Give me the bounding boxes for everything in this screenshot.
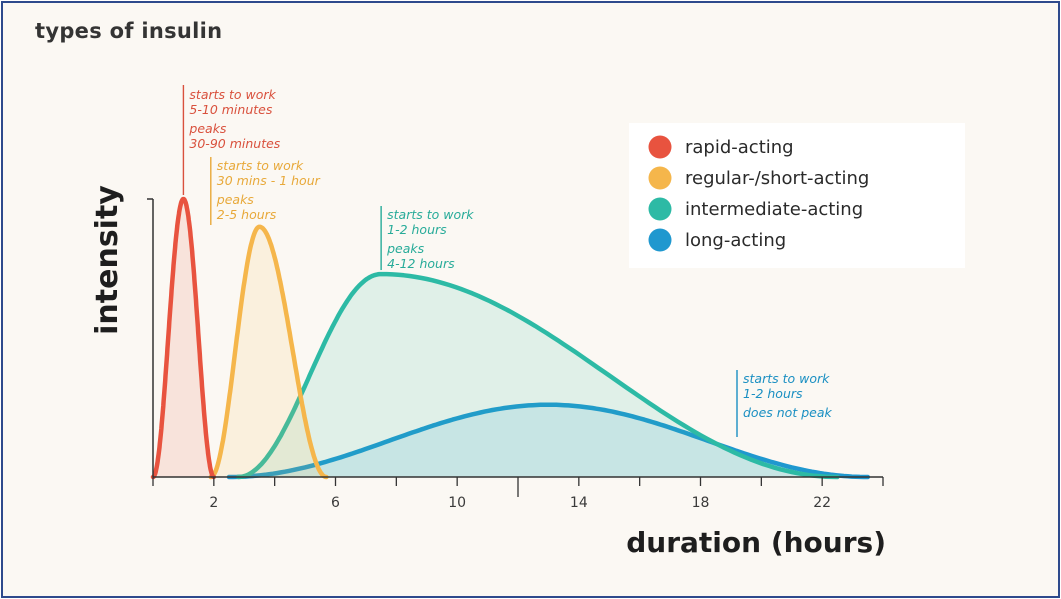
series-line-2 [235,271,840,480]
legend-label: long-acting [685,230,786,251]
legend-label: intermediate-acting [685,199,863,220]
series-area-0 [153,199,214,477]
legend-item: rapid-acting [648,135,794,159]
annotation-text: 1-2 hours [387,222,447,237]
annotation-text: 2-5 hours [217,207,277,222]
y-axis-label: intensity [90,185,125,335]
annotation-text: starts to work [743,371,830,386]
legend-swatch [648,197,672,221]
x-tick-label: 22 [813,495,831,511]
annotation-text: starts to work [189,87,276,102]
annotation-text: peaks [386,241,425,256]
series-line-3 [226,402,871,480]
annotation-text: 30-90 minutes [189,136,280,151]
annotation-text: 1-2 hours [743,386,803,401]
annotation-text: starts to work [217,158,304,173]
annotation-text: 30 mins - 1 hour [217,173,321,188]
x-tick-label: 6 [331,495,340,511]
legend-item: intermediate-acting [648,197,863,221]
series-area-2 [238,274,838,477]
legend-swatch [648,135,672,159]
annotation-text: peaks [188,121,227,136]
legend-item: long-acting [648,228,786,252]
series-area-3 [229,404,868,477]
annotation-text: peaks [216,192,255,207]
x-axis-label: duration (hours) [626,526,886,559]
series-line-1 [208,224,329,480]
annotation-text: starts to work [387,207,474,222]
x-tick-label: 10 [448,495,466,511]
x-tick-label: 2 [209,495,218,511]
legend-item: regular-/short-acting [648,166,869,190]
legend-box [629,123,965,268]
chart-title: types of insulin [35,19,223,43]
legend-label: regular-/short-acting [685,168,869,189]
annotation-text: 5-10 minutes [189,102,272,117]
annotation-text: does not peak [743,405,832,420]
x-tick-label: 14 [570,495,588,511]
legend-label: rapid-acting [685,137,794,158]
series-line-0 [150,196,217,480]
series-area-1 [210,226,327,477]
legend-swatch [648,228,672,252]
x-tick-label: 18 [692,495,710,511]
legend-swatch [648,166,672,190]
annotation-text: 4-12 hours [387,256,455,271]
